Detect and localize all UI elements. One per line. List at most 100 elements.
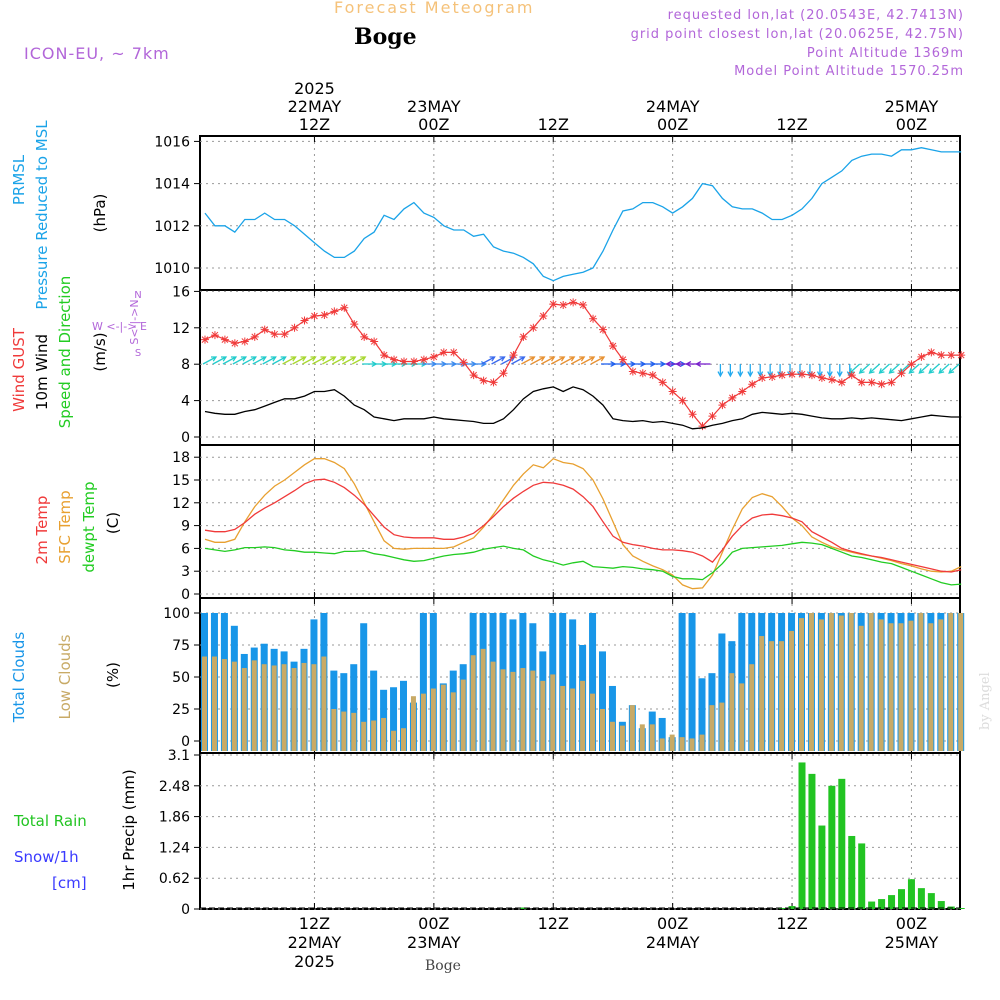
wind-gust-marker xyxy=(210,331,219,340)
wind-direction-arrow xyxy=(580,356,595,365)
bottom-time-label: 22MAY xyxy=(288,933,342,952)
low-cloud-bar xyxy=(838,615,844,751)
pressure-ytick-label: 1014 xyxy=(154,177,190,193)
wind-direction-arrow xyxy=(550,356,565,365)
precip-ytick-label: 1.86 xyxy=(159,810,190,826)
pressure-axis-title: Pressure Reduced to MSL xyxy=(33,120,51,310)
low-cloud-bar xyxy=(600,709,605,751)
low-cloud-bar xyxy=(361,721,367,751)
precip-ytick-label: 0 xyxy=(181,902,190,918)
low-cloud-bar xyxy=(948,613,954,751)
pressure-ytick-label: 1016 xyxy=(154,134,190,150)
clouds-ytick-label: 75 xyxy=(172,638,190,654)
wind-direction-arrow xyxy=(869,363,881,374)
low-cloud-bar xyxy=(221,659,227,751)
wind-gust-marker xyxy=(628,367,637,376)
low-cloud-bar xyxy=(430,688,436,751)
low-cloud-bar xyxy=(211,656,217,751)
wind-direction-arrow xyxy=(242,356,257,365)
total-cloud-bar xyxy=(738,613,746,751)
top-time-label: 23MAY xyxy=(407,97,461,116)
rain-bar xyxy=(868,901,876,909)
wind-axis-title: 10m Wind xyxy=(33,334,51,410)
wind-gust-marker xyxy=(668,387,677,396)
low-cloud-bar xyxy=(699,734,705,751)
compass-n: N xyxy=(134,290,141,301)
rain-bar xyxy=(808,773,816,909)
wind-gust-marker xyxy=(937,351,946,360)
wind-direction-arrow xyxy=(491,356,505,365)
wind-direction-arrow xyxy=(889,363,900,374)
wind-gust-marker xyxy=(380,351,389,360)
wind-ytick-label: 0 xyxy=(181,430,190,446)
wind-gust-marker xyxy=(429,352,438,361)
rain-bar xyxy=(888,895,896,909)
compass-horizontal: W <-|-> E xyxy=(92,320,147,333)
wind-arrow-head xyxy=(340,356,347,362)
clouds-unit-label: (%) xyxy=(104,662,122,688)
wind-arrow-head xyxy=(589,356,596,362)
low-cloud-bar xyxy=(420,693,426,751)
wind-gust-marker xyxy=(539,311,548,320)
low-cloud-bar xyxy=(241,668,247,751)
wind-arrow-head xyxy=(210,356,218,362)
low-clouds-axis-title: Low Clouds xyxy=(56,634,74,719)
wind-gust-marker xyxy=(837,378,846,387)
wind-direction-arrow xyxy=(222,356,237,365)
wind-gust-marker xyxy=(748,380,757,389)
low-cloud-bar xyxy=(908,620,914,751)
low-cloud-bar xyxy=(888,623,894,751)
top-time-label: 00Z xyxy=(896,115,927,134)
top-time-label: 2025 xyxy=(294,79,335,98)
low-cloud-bar xyxy=(958,613,964,751)
wind-gust-marker xyxy=(897,369,906,378)
low-cloud-bar xyxy=(202,656,207,751)
wind-ytick-label: 12 xyxy=(172,321,190,337)
wind-arrow-head xyxy=(480,361,488,367)
temperature-panel-frame xyxy=(199,444,961,599)
temp-2m-line xyxy=(204,478,962,573)
wind-gust-marker xyxy=(549,300,558,309)
wind-direction-arrow xyxy=(302,356,316,365)
wind-direction-arrow xyxy=(570,356,585,365)
sfc-temp-line xyxy=(204,457,962,590)
wind-arrow-head xyxy=(579,356,586,362)
bottom-time-label: 00Z xyxy=(657,914,688,933)
wind-arrow-head xyxy=(938,368,945,374)
bottom-time-label: 00Z xyxy=(418,914,449,933)
wind-ytick-label: 16 xyxy=(172,284,190,300)
wind-arrow-head xyxy=(489,356,496,362)
total-cloud-bar xyxy=(688,613,696,751)
bottom-time-label: 25MAY xyxy=(885,933,939,952)
temperature-ytick-label: 9 xyxy=(181,519,190,535)
wind-arrow-head xyxy=(260,356,267,362)
wind-gust-marker xyxy=(907,360,916,369)
wind-arrow-head xyxy=(878,368,885,374)
total-cloud-bar xyxy=(608,685,616,751)
wind-arrow-head xyxy=(310,356,317,362)
wind-direction-arrow xyxy=(590,356,605,365)
wind-gust-marker xyxy=(529,323,538,332)
wind-arrow-head xyxy=(665,361,672,367)
model-name: ICON-EU, ~ 7km xyxy=(24,44,170,63)
wind-arrow-head xyxy=(250,356,257,362)
wind-gust-marker xyxy=(877,380,886,389)
low-cloud-bar xyxy=(868,613,874,751)
low-cloud-bar xyxy=(401,728,406,751)
wind-arrow-head xyxy=(549,356,556,362)
low-cloud-bar xyxy=(749,664,755,751)
sfc-temp-axis-title: SFC Temp xyxy=(56,490,74,563)
low-cloud-bar xyxy=(301,662,307,751)
compass-s: S xyxy=(135,348,141,359)
wind-arrow-head xyxy=(908,368,915,374)
low-cloud-bar xyxy=(510,671,516,751)
clouds-ytick-label: 100 xyxy=(163,606,190,622)
total-cloud-bar xyxy=(559,613,567,751)
low-cloud-bar xyxy=(271,665,277,751)
wind-gust-marker xyxy=(618,355,627,364)
low-cloud-bar xyxy=(669,734,675,751)
clouds-ytick-label: 50 xyxy=(172,670,190,686)
wind-arrow-head xyxy=(695,361,702,367)
wind-direction-arrow xyxy=(202,356,217,365)
